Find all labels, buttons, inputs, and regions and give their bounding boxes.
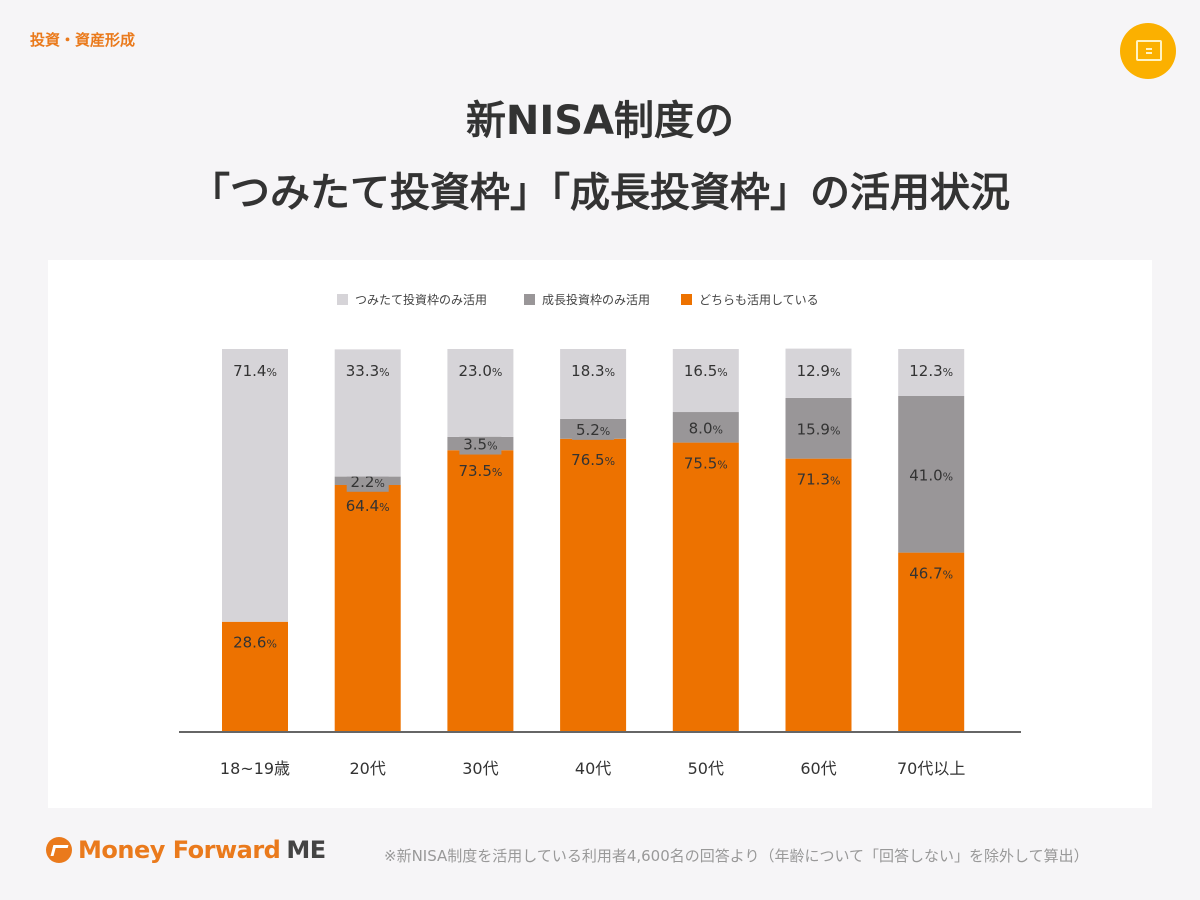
data-label: 75.5%: [684, 455, 728, 473]
x-tick-label: 18~19歳: [220, 759, 290, 778]
bar-segment: [447, 349, 514, 437]
data-label: 3.5%: [463, 436, 497, 454]
page-title-line1: 新NISA制度の: [465, 98, 735, 144]
data-label: 15.9%: [797, 420, 841, 438]
legend-swatch: [524, 294, 535, 305]
data-label: 12.9%: [797, 362, 841, 380]
legend-swatch: [337, 294, 348, 305]
data-label: 73.5%: [458, 462, 502, 480]
legend-label: つみたて投資枠のみ活用: [355, 292, 487, 307]
data-label: 41.0%: [909, 466, 953, 484]
data-label: 71.4%: [233, 362, 277, 380]
data-label: 12.3%: [909, 362, 953, 380]
bar-segment: [672, 442, 739, 731]
data-label: 5.2%: [576, 421, 610, 439]
data-label: 23.0%: [458, 362, 502, 380]
data-label: 64.4%: [346, 497, 390, 515]
bar-segment: [672, 412, 739, 443]
bar-segment: [447, 450, 514, 731]
x-tick-label: 60代: [800, 759, 836, 778]
x-tick-label: 30代: [462, 759, 498, 778]
badge-button[interactable]: [1120, 23, 1176, 79]
bar-segment: [785, 397, 852, 459]
bar-segment: [560, 349, 627, 419]
bar-segment: [334, 349, 401, 477]
data-label: 46.7%: [909, 565, 953, 583]
bar-segment: [334, 484, 401, 731]
data-label: 2.2%: [351, 473, 385, 491]
logo-mark-icon: [46, 837, 72, 863]
screen-icon: [1136, 40, 1162, 61]
data-label: 71.3%: [797, 471, 841, 489]
bar-segment: [222, 349, 288, 622]
bar-segment: [560, 438, 627, 731]
page-title-line2: 「つみたて投資枠」「成長投資枠」の活用状況: [190, 170, 1010, 216]
legend-label: どちらも活用している: [699, 293, 819, 307]
bar-segment: [222, 621, 288, 731]
logo: Money Forward ME: [46, 836, 326, 864]
data-label: 33.3%: [346, 362, 390, 380]
data-label: 8.0%: [689, 419, 723, 437]
data-label-bg: [459, 433, 502, 455]
bar-segment: [785, 458, 852, 731]
footnote: ※新NISA制度を活用している利用者4,600名の回答より（年齢について「回答し…: [384, 847, 1089, 865]
legend-swatch: [681, 294, 692, 305]
logo-text: Money Forward: [78, 836, 281, 864]
bar-segment: [898, 395, 965, 553]
data-label: 76.5%: [571, 451, 615, 469]
x-tick-label: 40代: [575, 759, 611, 778]
data-label-bg: [572, 418, 615, 440]
data-label: 28.6%: [233, 634, 277, 652]
bar-segment: [785, 348, 852, 398]
bar-segment: [898, 552, 965, 731]
category-tag[interactable]: 投資・資産形成: [30, 31, 136, 49]
x-tick-label: 70代以上: [897, 759, 965, 778]
bar-segment: [898, 349, 965, 396]
bar-segment: [672, 349, 739, 413]
x-tick-label: 20代: [350, 759, 386, 778]
logo-suffix: ME: [286, 836, 326, 864]
data-label: 16.5%: [684, 362, 728, 380]
x-tick-label: 50代: [688, 759, 724, 778]
legend-label: 成長投資枠のみ活用: [542, 292, 650, 307]
data-label: 18.3%: [571, 362, 615, 380]
